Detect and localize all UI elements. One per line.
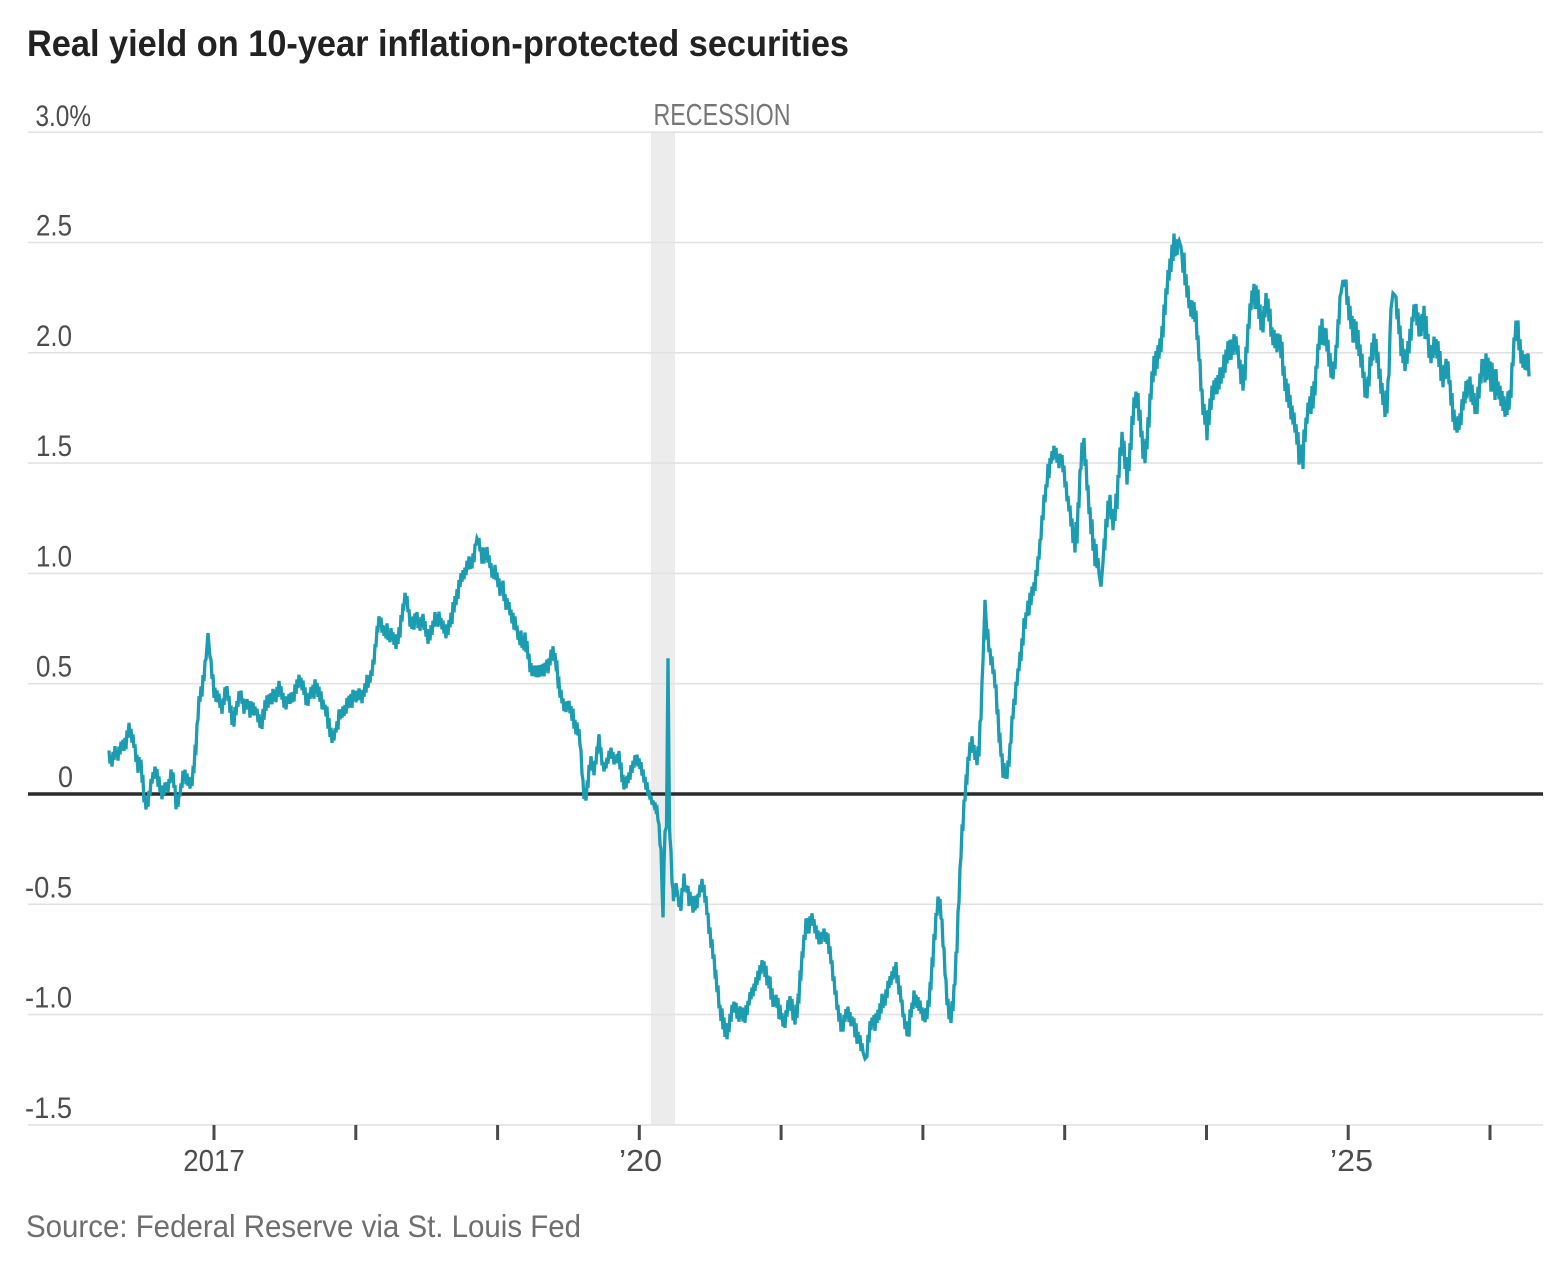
svg-text:Real yield on 10-year inflatio: Real yield on 10-year inflation-protecte… bbox=[27, 23, 849, 64]
svg-text:2017: 2017 bbox=[183, 1143, 245, 1178]
svg-text:1.5: 1.5 bbox=[36, 430, 72, 463]
svg-text:1.0: 1.0 bbox=[36, 540, 72, 573]
svg-text:3.0%: 3.0% bbox=[36, 100, 92, 133]
svg-text:Source: Federal Reserve via St: Source: Federal Reserve via St. Louis Fe… bbox=[26, 1208, 581, 1244]
svg-text:’20: ’20 bbox=[619, 1143, 662, 1178]
svg-text:2.0: 2.0 bbox=[36, 320, 72, 353]
svg-text:0: 0 bbox=[58, 761, 73, 794]
svg-text:-1.5: -1.5 bbox=[25, 1092, 72, 1125]
svg-text:-1.0: -1.0 bbox=[25, 982, 72, 1015]
svg-text:0.5: 0.5 bbox=[36, 651, 72, 684]
svg-text:2.5: 2.5 bbox=[36, 210, 72, 243]
svg-text:-0.5: -0.5 bbox=[25, 871, 72, 904]
svg-text:’25: ’25 bbox=[1330, 1143, 1373, 1178]
svg-text:RECESSION: RECESSION bbox=[654, 97, 791, 132]
